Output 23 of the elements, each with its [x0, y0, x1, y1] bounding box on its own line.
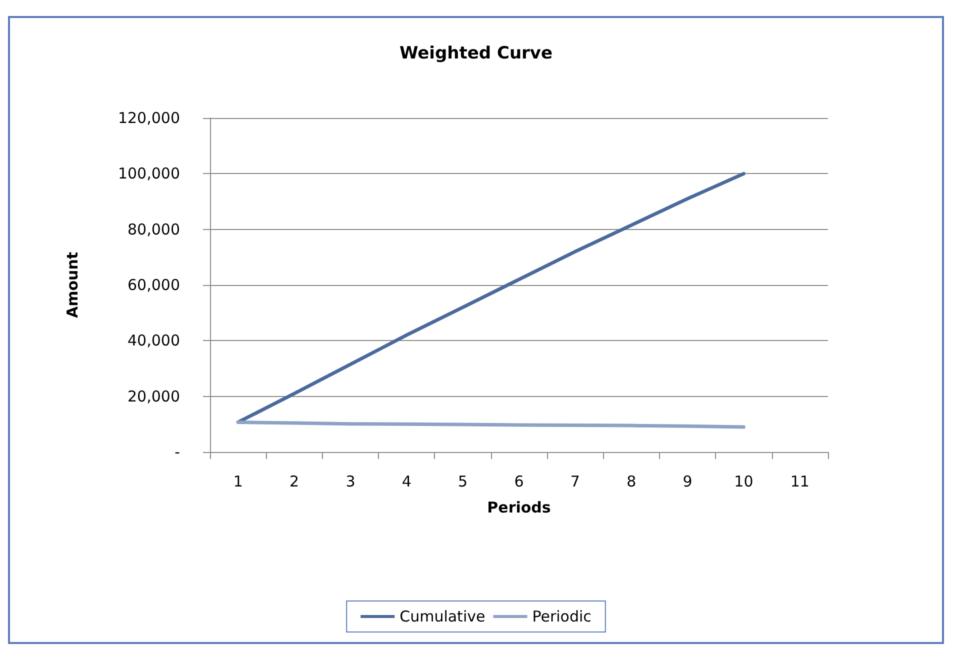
y-tick-label: 100,000 [118, 164, 180, 183]
legend-label: Periodic [532, 608, 592, 626]
chart-title: Weighted Curve [399, 44, 553, 64]
y-tick-label: 20,000 [128, 387, 180, 406]
x-tick-label: 9 [682, 472, 692, 490]
y-tick-label: 80,000 [128, 220, 180, 238]
x-tick-label: 6 [514, 472, 524, 490]
x-tick-label: 2 [290, 472, 300, 490]
y-tick-label: 120,000 [118, 109, 180, 127]
x-tick-label: 5 [458, 472, 468, 490]
x-axis-title: Periods [487, 498, 551, 516]
y-tick-label: 60,000 [128, 276, 180, 294]
x-tick-label: 4 [402, 472, 412, 490]
x-tick-label: 7 [570, 472, 580, 490]
y-axis-title: Amount [64, 252, 82, 318]
x-tick-label: 1 [233, 472, 243, 490]
y-tick-label: 40,000 [128, 332, 180, 350]
x-tick-label: 3 [346, 472, 356, 490]
x-tick-label: 11 [790, 472, 810, 490]
legend-label: Cumulative [400, 608, 486, 626]
x-tick-label: 8 [626, 472, 636, 490]
x-tick-label: 10 [734, 472, 754, 490]
y-tick-label: - [174, 443, 180, 461]
